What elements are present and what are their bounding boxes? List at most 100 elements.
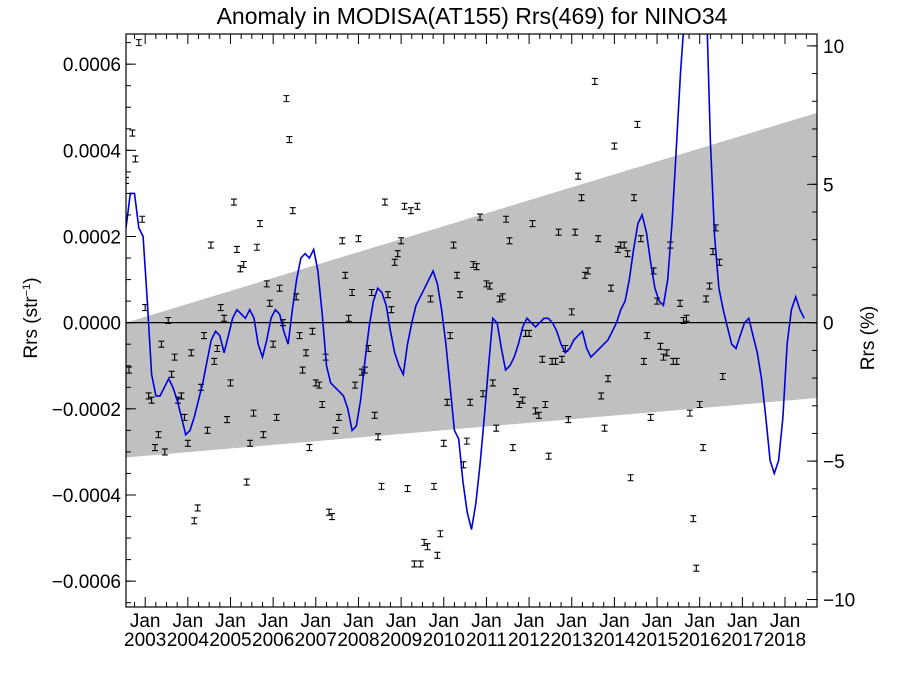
data-point [270, 340, 277, 348]
x-tick-label-year: 2018 [764, 630, 806, 651]
y2-tick-label: −10 [823, 591, 855, 612]
data-point [647, 413, 654, 421]
data-point [126, 366, 132, 374]
data-point [467, 398, 474, 406]
data-point [693, 564, 700, 572]
data-point [299, 366, 306, 374]
data-point [644, 332, 651, 340]
x-tick-label-year: 2009 [380, 630, 422, 651]
x-tick-label-year: 2008 [337, 630, 379, 651]
data-point [607, 284, 614, 292]
y-tick-label: 0.0004 [63, 141, 122, 162]
x-tick-label-year: 2010 [423, 630, 465, 651]
data-point [283, 95, 290, 103]
data-point [256, 220, 263, 228]
y-axis-label: Rrs (str−1) [21, 277, 42, 358]
y2-axis-label: Rrs (%) [858, 306, 879, 370]
data-point [657, 342, 664, 350]
data-point [352, 381, 359, 389]
data-point [368, 288, 375, 297]
data-point [565, 416, 572, 424]
data-point [686, 409, 693, 417]
data-point [437, 530, 444, 538]
x-tick-label-month: Jan [300, 611, 331, 632]
x-tick-label-year: 2003 [124, 630, 166, 651]
x-tick-label-month: Jan [642, 611, 673, 632]
data-point [706, 282, 713, 290]
data-point [477, 213, 484, 221]
data-point [512, 388, 519, 396]
data-point [194, 504, 201, 512]
data-point [640, 357, 647, 365]
data-point [447, 332, 454, 340]
x-tick-label-month: Jan [471, 611, 502, 632]
x-tick-label-month: Jan [173, 611, 204, 632]
data-point [532, 407, 539, 415]
data-point [273, 413, 280, 421]
y-axis-label-main: Rrs (str [21, 296, 42, 359]
data-point [303, 349, 310, 357]
data-point [237, 265, 244, 273]
data-point [621, 241, 628, 249]
data-point [591, 77, 598, 85]
data-point [168, 370, 175, 378]
x-tick-label-month: Jan [684, 611, 715, 632]
data-point [627, 474, 634, 482]
data-point [316, 381, 323, 389]
data-point [604, 375, 611, 383]
data-point [424, 543, 431, 551]
x-tick-label-month: Jan [770, 611, 801, 632]
y-tick-label: 0.0006 [63, 55, 121, 76]
data-point [407, 207, 414, 215]
data-point [572, 228, 579, 236]
data-point [326, 508, 333, 516]
data-point [453, 271, 460, 279]
x-tick-label-month: Jan [343, 611, 374, 632]
data-point [470, 260, 477, 269]
data-point [286, 136, 293, 144]
data-point [440, 439, 447, 447]
data-point [306, 444, 313, 452]
data-point [224, 416, 231, 424]
data-point [489, 379, 496, 387]
data-point [555, 228, 562, 236]
data-point [260, 431, 267, 439]
data-point [463, 437, 470, 445]
data-point [542, 400, 549, 409]
y2-tick-label: 5 [823, 175, 834, 196]
data-point [391, 258, 398, 266]
data-point [700, 444, 707, 452]
data-point [503, 215, 510, 223]
y2-tick-label: 0 [823, 314, 834, 335]
data-point [126, 176, 129, 185]
data-point [165, 316, 172, 325]
data-point [404, 484, 411, 493]
data-point [456, 291, 463, 299]
y2-tick-label: −5 [823, 452, 845, 473]
data-point [394, 250, 401, 258]
data-point [411, 560, 418, 568]
data-point [568, 308, 575, 316]
data-point [155, 431, 162, 439]
x-tick-label-year: 2007 [295, 630, 337, 651]
data-point [584, 267, 591, 275]
data-point [677, 299, 684, 307]
data-point [493, 424, 500, 432]
data-point [575, 172, 582, 180]
x-tick-label-month: Jan [386, 611, 417, 632]
data-point [276, 284, 283, 292]
y-axis-label-close: ) [21, 277, 42, 283]
data-point [690, 515, 697, 523]
data-point [614, 245, 621, 253]
data-point [135, 39, 142, 47]
y-tick-label: −0.0006 [52, 572, 121, 593]
x-tick-label-year: 2012 [508, 630, 550, 651]
data-point [371, 411, 378, 419]
data-point [526, 329, 533, 337]
data-point [250, 409, 257, 417]
data-point [398, 237, 405, 245]
data-point [227, 379, 234, 387]
data-point [598, 392, 605, 400]
data-point [184, 439, 191, 447]
data-point [339, 237, 346, 245]
